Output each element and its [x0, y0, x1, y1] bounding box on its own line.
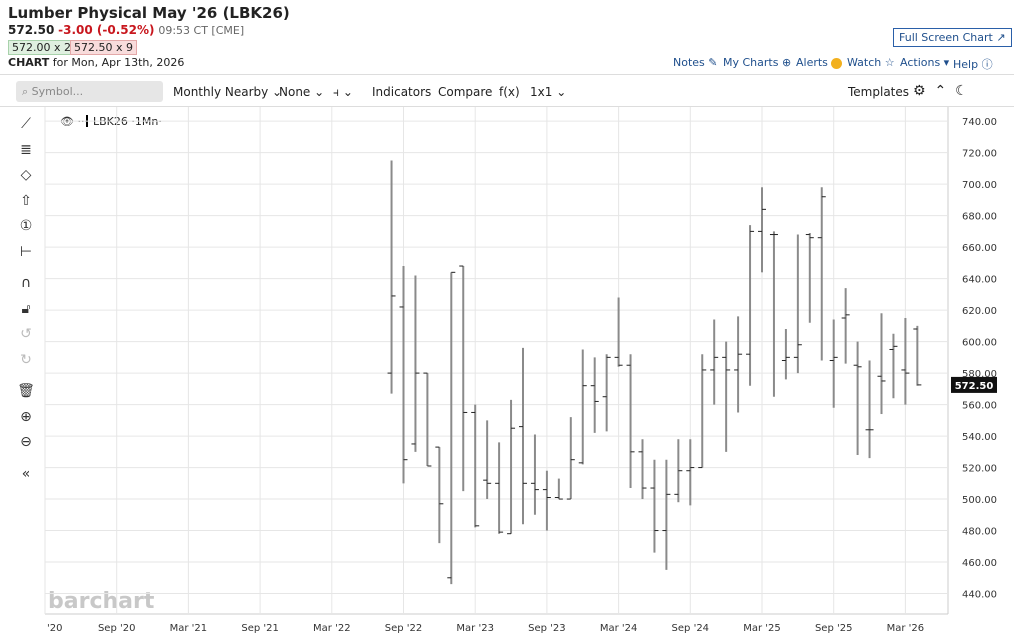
bid: 572.00 x 2 [8, 40, 75, 55]
y-tick-label: 560.00 [962, 401, 997, 412]
tool[interactable]: ⊢ [19, 243, 33, 260]
templates[interactable]: Templates [848, 85, 910, 99]
x-tick-label: Sep '23 [528, 623, 566, 634]
tool[interactable]: ↺ [20, 326, 32, 342]
tool[interactable]: ⊖ [20, 434, 32, 450]
change: -3.00 (-0.52%) [58, 23, 155, 37]
x-tick-label: Sep '25 [815, 623, 853, 634]
link[interactable]: My Charts ⊕ [723, 56, 792, 69]
watermark: barchart [48, 589, 155, 614]
time: 09:53 CT [CME] [158, 24, 245, 37]
link[interactable]: Watch ☆ [847, 56, 895, 69]
tool[interactable]: 🔓︎ [21, 300, 31, 317]
alert-icon [831, 57, 843, 69]
tool[interactable]: « [21, 465, 31, 482]
last-price-label: 572.50 [955, 381, 994, 392]
y-tick-label: 620.00 [962, 306, 997, 317]
label: My Charts [723, 56, 779, 69]
x-tick-label: Mar '24 [600, 623, 638, 634]
tool[interactable]: ⇧ [20, 192, 32, 209]
label: None [279, 85, 311, 99]
label: Alerts [796, 56, 828, 69]
menu[interactable]: Compare [438, 85, 493, 99]
chart-label: CHART [8, 56, 50, 69]
link[interactable]: Help ⓘ [953, 58, 993, 71]
chart-date: CHART for Mon, Apr 13th, 2026 [8, 56, 184, 69]
y-tick-label: 520.00 [962, 464, 997, 475]
tool[interactable]: ① [19, 218, 33, 234]
search[interactable]: ⌕ Symbol... [16, 81, 163, 102]
tool[interactable]: ⊕ [20, 408, 32, 425]
y-tick-label: 640.00 [962, 275, 997, 286]
label: Monthly Nearby [173, 85, 269, 99]
menu[interactable]: 1x1 ⌄ [530, 85, 567, 99]
y-tick-label: 540.00 [962, 432, 997, 443]
label: Help [953, 58, 979, 71]
x-tick-label: Mar '26 [887, 623, 925, 634]
x-tick-label: '20 [47, 623, 62, 634]
ask: 572.50 x 9 [70, 40, 137, 55]
label: Notes [673, 56, 705, 69]
x-tick-label: Mar '21 [170, 623, 208, 634]
divider [0, 74, 1014, 75]
y-tick-label: 680.00 [962, 212, 997, 223]
label: Full Screen Chart [899, 31, 993, 44]
menu[interactable]: None ⌄ [279, 85, 325, 99]
menu[interactable]: Indicators [372, 85, 432, 99]
x-tick-label: Mar '25 [743, 623, 781, 634]
label: 1x1 [530, 85, 553, 99]
x-tick-label: Mar '23 [456, 623, 494, 634]
y-tick-label: 600.00 [962, 338, 997, 349]
menu[interactable]: f(x) [499, 85, 520, 99]
date: for Mon, Apr 13th, 2026 [52, 56, 185, 69]
link[interactable]: Alerts [796, 56, 843, 69]
x-tick-label: Sep '22 [385, 623, 423, 634]
tool[interactable]: 🗑︎ [17, 383, 35, 399]
tool[interactable]: ⟋ [21, 116, 31, 132]
left-toolbar: ⟋ ≣ ◇ ⇧ ① ⊢ ∩ 🔓︎ ↺ ↻ 🗑︎ ⊕ ⊖ « [12, 112, 40, 487]
link[interactable]: Actions ▾ [900, 56, 950, 69]
y-tick-label: 440.00 [962, 590, 997, 601]
y-tick-label: 700.00 [962, 180, 997, 191]
y-tick-label: 740.00 [962, 117, 997, 128]
x-tick-label: Mar '22 [313, 623, 351, 634]
y-tick-label: 720.00 [962, 149, 997, 160]
y-tick-label: 460.00 [962, 558, 997, 569]
last-price-box [951, 376, 997, 393]
quote: 572.50 -3.00 (-0.52%) 09:53 CT [CME] [8, 23, 244, 37]
x-tick-label: Sep '24 [672, 623, 710, 634]
title: Lumber Physical May '26 (LBK26) [8, 4, 290, 22]
x-tick-label: Sep '20 [98, 623, 136, 634]
label: Watch [847, 56, 882, 69]
tool[interactable]: ≣ [20, 141, 32, 158]
y-tick-label: 580.00 [962, 369, 997, 380]
tool[interactable]: ∩ [20, 275, 32, 291]
y-tick-label: 660.00 [962, 243, 997, 254]
bar-type[interactable]: ⫞ ⌄ [333, 85, 353, 99]
tool[interactable]: ◇ [20, 167, 32, 183]
x-tick-label: Sep '21 [241, 623, 279, 634]
settings-icon[interactable]: ⚙ ⌃ ☾ [913, 83, 968, 99]
full-screen-button[interactable]: Full Screen Chart ↗ [893, 28, 1012, 47]
y-tick-label: 480.00 [962, 527, 997, 538]
placeholder: Symbol... [31, 85, 84, 98]
menu[interactable]: Monthly Nearby ⌄ [173, 85, 283, 99]
tool[interactable]: ↻ [20, 351, 32, 368]
chart: 👁︎ ··· LBK26 ·1Mn· barchart 440.00460.00… [44, 107, 997, 634]
last: 572.50 [8, 23, 55, 37]
label: Actions [900, 56, 941, 69]
divider [0, 106, 1014, 107]
y-tick-label: 500.00 [962, 495, 997, 506]
link[interactable]: Notes ✎ [673, 56, 718, 69]
